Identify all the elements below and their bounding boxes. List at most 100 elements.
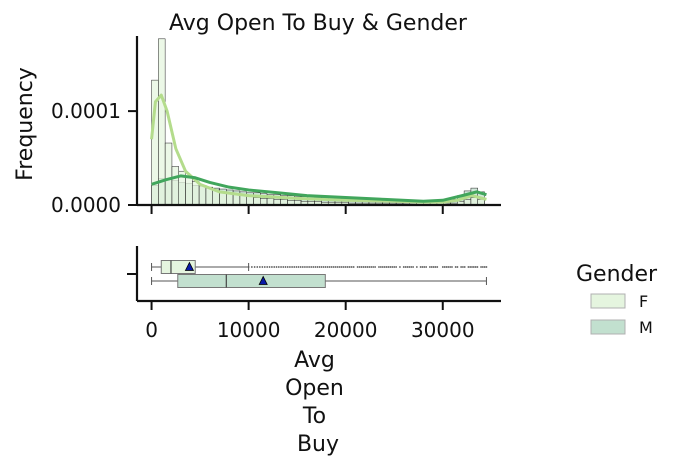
outlier-point-f: [326, 266, 329, 268]
outlier-point-f: [286, 266, 289, 268]
outlier-point-f: [412, 266, 414, 268]
box-m: [177, 274, 326, 288]
x-tick-label: 30000: [411, 318, 475, 342]
outlier-point-f: [324, 266, 327, 268]
outlier-point-f: [275, 266, 278, 268]
legend-title: Gender: [576, 262, 658, 287]
outlier-point-f: [378, 266, 380, 268]
outlier-point-f: [322, 266, 325, 268]
outlier-point-f: [462, 266, 464, 268]
outlier-point-f: [481, 266, 484, 268]
outlier-point-f: [445, 266, 448, 268]
outlier-point-f: [410, 266, 413, 268]
outlier-point-f: [346, 266, 349, 268]
outlier-point-f: [316, 266, 319, 268]
x-axis-label-line-2: Open: [285, 376, 344, 401]
outlier-point-f: [342, 266, 345, 268]
outlier-point-f: [364, 266, 367, 268]
outlier-point-f: [372, 266, 375, 268]
outlier-point-f: [430, 266, 433, 268]
x-axis-label: Avg Open To Buy: [285, 348, 351, 457]
hist-bar-f: [470, 197, 478, 206]
outlier-point-f: [299, 266, 302, 268]
outlier-point-f: [273, 266, 276, 268]
outlier-point-f: [404, 266, 407, 268]
outlier-point-f: [293, 266, 296, 268]
outlier-point-f: [451, 266, 453, 268]
outlier-point-f: [310, 266, 313, 268]
outlier-point-f: [318, 266, 321, 268]
hist-bar-f: [192, 181, 200, 206]
outlier-point-f: [399, 266, 401, 268]
y-tick-label: 0.0000: [51, 193, 121, 217]
outlier-point-f: [253, 266, 256, 268]
kde-line-m: [151, 174, 487, 203]
outlier-point-f: [297, 266, 300, 268]
outlier-point-f: [463, 266, 466, 268]
hist-bar-f: [198, 185, 207, 206]
outlier-point-f: [434, 266, 437, 268]
hist-bar-f: [205, 187, 213, 206]
outlier-point-f: [467, 266, 470, 268]
outlier-point-f: [374, 266, 376, 268]
outlier-point-f: [469, 266, 472, 268]
outlier-point-f: [483, 266, 486, 268]
outlier-point-f: [474, 266, 477, 268]
outlier-point-f: [415, 266, 418, 268]
outlier-point-f: [284, 266, 287, 268]
outlier-point-f: [289, 266, 291, 268]
outlier-point-f: [348, 266, 351, 268]
outlier-point-f: [320, 266, 323, 268]
outlier-point-f: [247, 266, 250, 268]
outlier-point-f: [449, 266, 452, 268]
outlier-point-f: [268, 266, 271, 268]
x-axis-label-line-4: Buy: [297, 432, 339, 457]
outlier-point-f: [402, 266, 405, 268]
outlier-point-f: [460, 266, 462, 268]
outlier-point-f: [485, 266, 488, 268]
outlier-point-f: [379, 266, 382, 268]
outlier-point-f: [277, 266, 280, 268]
outlier-point-f: [340, 266, 343, 268]
outlier-point-f: [280, 266, 282, 268]
outlier-point-f: [344, 266, 347, 268]
kde-line-f: [150, 93, 487, 204]
x-axis-label-line-1: Avg: [294, 348, 335, 373]
outlier-point-f: [447, 266, 450, 268]
outlier-point-f: [383, 266, 386, 268]
outlier-point-f: [308, 266, 311, 268]
x-tick-label: 10000: [217, 318, 281, 342]
outlier-point-f: [370, 266, 373, 268]
outlier-point-f: [471, 266, 473, 268]
outlier-point-f: [441, 266, 444, 268]
outlier-point-f: [263, 266, 266, 268]
outlier-point-f: [271, 266, 273, 268]
outlier-point-f: [389, 266, 392, 268]
outlier-point-f: [425, 266, 428, 268]
outlier-point-f: [306, 266, 308, 268]
outlier-point-f: [350, 266, 353, 268]
outlier-point-f: [381, 266, 384, 268]
chart-title: Avg Open To Buy & Gender: [169, 11, 468, 36]
outlier-point-f: [261, 266, 264, 268]
x-axis-ticks: 0 10000 20000 30000: [145, 205, 475, 342]
legend: Gender F M: [576, 262, 658, 337]
outlier-point-f: [266, 266, 269, 268]
outlier-point-f: [408, 266, 411, 268]
legend-swatch-m: [590, 319, 626, 335]
outlier-point-f: [332, 266, 335, 268]
hist-bar-f: [239, 195, 247, 206]
outlier-point-f: [423, 266, 426, 268]
outlier-point-f: [291, 266, 293, 268]
outlier-point-f: [393, 266, 396, 268]
y-axis-label: Frequency: [13, 67, 38, 181]
outlier-point-f: [336, 266, 339, 268]
outlier-point-f: [391, 266, 394, 268]
hist-bar-f: [246, 196, 254, 206]
outlier-point-f: [330, 266, 333, 268]
outlier-point-f: [358, 266, 361, 268]
outlier-point-f: [387, 266, 390, 268]
legend-label-f: F: [639, 292, 648, 311]
boxplot-panel: [127, 246, 501, 303]
